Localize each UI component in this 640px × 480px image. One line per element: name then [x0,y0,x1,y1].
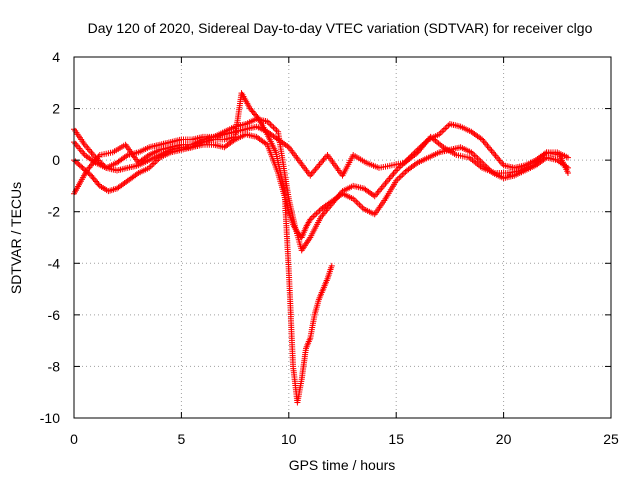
data-point [267,121,274,128]
data-points [71,90,571,406]
y-tick-label: 2 [52,101,60,117]
data-point [73,159,80,166]
data-point [442,125,449,132]
data-point [539,153,546,160]
data-point [440,126,447,133]
data-point [535,158,541,164]
data-point [78,163,85,170]
data-point [357,203,364,210]
data-point [75,161,82,167]
y-tick-label: -4 [48,255,61,271]
x-tick-label: 25 [603,431,619,447]
series-track-b [71,90,335,406]
grid-lines [74,57,611,418]
data-point [394,166,401,172]
x-axis-label: GPS time / hours [289,457,396,473]
y-axis-label: SDTVAR / TECUs [8,182,24,294]
data-point [397,173,404,180]
y-tick-label: 0 [52,152,60,168]
data-point [565,154,571,161]
series-track-a [71,115,571,254]
y-tick-label: 4 [52,49,60,65]
chart-title: Day 120 of 2020, Sidereal Day-to-day VTE… [88,20,593,36]
plot-frame [73,56,612,419]
x-tick-label: 15 [388,431,404,447]
x-tick-label: 0 [70,431,78,447]
data-point [272,125,278,132]
x-tick-label: 10 [281,431,297,447]
series-track-d [71,123,571,197]
data-point [353,198,360,205]
y-tick-label: -10 [40,410,60,426]
data-point [396,174,403,181]
x-tick-label: 5 [178,431,186,447]
data-point [439,128,446,135]
data-point [565,170,571,176]
x-tick-label: 20 [496,431,512,447]
data-point [328,262,335,269]
data-point [530,162,537,169]
data-point [396,164,403,171]
axis-ticks: 0 5 10 15 20 25 -10 -8 -6 -4 -2 0 2 4 [40,49,619,447]
y-tick-label: -6 [48,307,61,323]
y-tick-label: -2 [48,204,61,220]
y-tick-label: -8 [48,358,61,374]
data-point [79,164,86,171]
